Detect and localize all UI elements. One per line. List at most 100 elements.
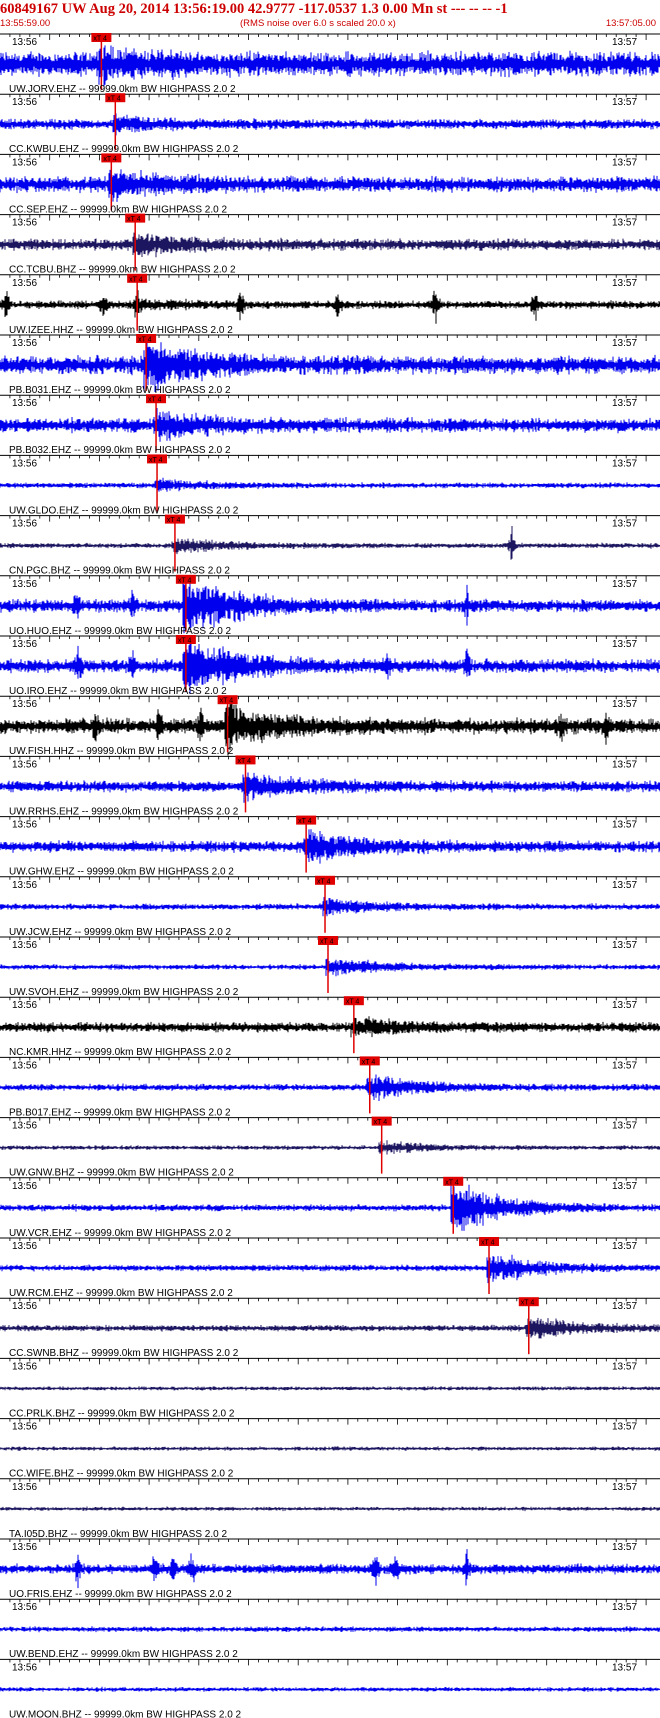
pick-label: xT 4: [129, 276, 143, 283]
waveform-trace: [0, 1317, 660, 1343]
pick-label: xT 4: [138, 337, 152, 344]
waveform-trace: [0, 477, 660, 493]
waveform-trace: [0, 1074, 660, 1101]
tick-label-left: 13:56: [12, 880, 37, 891]
time-ticks: [9, 214, 647, 221]
tick-label-left: 13:56: [12, 1602, 37, 1613]
station-label: CC.KWBU.EHZ -- 99999.0km BW HIGHPASS 2.0…: [9, 144, 239, 155]
time-ticks: [9, 636, 647, 642]
tick-label-left: 13:56: [12, 820, 37, 831]
tick-label-right: 13:57: [612, 1301, 637, 1312]
waveform-trace: [0, 1254, 660, 1284]
pick-marker: [127, 273, 148, 283]
station-label: UW.JORV.EHZ -- 99999.0km BW HIGHPASS 2.0…: [9, 84, 236, 95]
trace-panel: 13:56 13:57 xT 4 CN.PGC.BHZ -- 99999.0km BW…: [0, 514, 660, 577]
tick-label-right: 13:57: [612, 519, 637, 530]
tick-label-right: 13:57: [612, 639, 637, 650]
waveform-trace: [0, 408, 660, 442]
waveform-trace: [0, 772, 660, 803]
trace-panel: 13:56 13:57 xT 4 UW.JORV.EHZ -- 99999.0km B…: [0, 33, 660, 95]
tick-label-right: 13:57: [612, 458, 637, 469]
time-ticks: [9, 154, 647, 161]
pick-label: xT 4: [481, 1240, 495, 1247]
tick-label-left: 13:56: [12, 1241, 37, 1252]
tick-label-left: 13:56: [12, 338, 37, 349]
time-ticks: [9, 876, 647, 883]
pick-label: xT 4: [107, 96, 121, 103]
tick-label-right: 13:57: [612, 1422, 637, 1433]
tick-label-right: 13:57: [612, 278, 637, 289]
time-ticks: [9, 1177, 647, 1184]
tick-label-right: 13:57: [612, 759, 637, 770]
pick-marker: [164, 514, 185, 524]
pick-marker: [479, 1237, 500, 1246]
waveform-trace: [0, 1686, 660, 1692]
waveform-trace: [0, 1506, 660, 1512]
station-label: NC.KMR.HHZ -- 99999.0km BW HIGHPASS 2.0 …: [9, 1047, 232, 1058]
tick-label-right: 13:57: [612, 820, 637, 831]
chart-title: 60849167 UW Aug 20, 2014 13:56:19.00 42.…: [0, 1, 508, 17]
pick-marker: [175, 635, 196, 644]
trace-panel: 13:56 13:57 xT 4 PB.B017.EHZ -- 99999.0km B…: [0, 1056, 660, 1118]
time-ticks: [9, 1298, 647, 1305]
pick-label: xT 4: [320, 939, 334, 946]
waveform-trace: [0, 45, 660, 87]
trace-panel: 13:56 13:57 xT 4 PB.B031.EHZ -- 99999.0km B…: [0, 334, 660, 396]
pick-label: xT 4: [103, 156, 117, 163]
station-label: UW.MOON.BHZ -- 99999.0km BW HIGHPASS 2.0…: [9, 1709, 242, 1718]
pick-label: xT 4: [149, 457, 163, 464]
waveform-trace: [0, 827, 660, 864]
trace-panel: 13:56 13:57 xT 4 PB.B032.EHZ -- 99999.0km B…: [0, 394, 660, 456]
station-label: CC.SEP.EHZ -- 99999.0km BW HIGHPASS 2.0 …: [9, 204, 227, 215]
pick-label: xT 4: [220, 698, 234, 705]
pick-label: xT 4: [148, 397, 162, 404]
trace-panel: 13:56 13:57 xT 4 UW.GHW.EHZ -- 99999.0km BW…: [0, 815, 660, 878]
waveform-trace: [0, 1549, 660, 1589]
time-ticks: [9, 937, 647, 943]
station-label: CN.PGC.BHZ -- 99999.0km BW HIGHPASS 2.0 …: [9, 566, 230, 577]
tick-label-right: 13:57: [612, 1121, 637, 1132]
pick-marker: [101, 153, 122, 163]
waveform-trace: [0, 703, 660, 756]
waveform-trace: [0, 958, 660, 977]
station-label: UW.RCM.EHZ -- 99999.0km BW HIGHPASS 2.0 …: [9, 1288, 233, 1299]
trace-panel: 13:56 13:57 xT 4 UW.IZEE.HHZ -- 99999.0km B…: [0, 273, 660, 336]
pick-label: xT 4: [178, 638, 192, 645]
waveform-trace: [0, 526, 660, 560]
tick-label-left: 13:56: [12, 1121, 37, 1132]
station-label: UW.GHW.EHZ -- 99999.0km BW HIGHPASS 2.0 …: [9, 867, 234, 878]
waveform-trace: [0, 284, 660, 327]
tick-label-left: 13:56: [12, 1662, 37, 1673]
tick-label-right: 13:57: [612, 1241, 637, 1252]
pick-label: xT 4: [374, 1119, 388, 1126]
pick-marker: [235, 755, 256, 765]
time-ticks: [9, 997, 647, 1004]
time-ticks: [9, 1659, 647, 1666]
trace-panel: 13:56 13:57 xT 4 CC.TCBU.BHZ -- 99999.0km B…: [0, 213, 660, 276]
time-ticks: [9, 1117, 647, 1124]
trace-panel: 13:56 13:57 xT 4 UW.RCM.EHZ -- 99999.0km BW…: [0, 1237, 660, 1299]
waveform-trace: [0, 897, 660, 917]
waveform-trace: [0, 1140, 660, 1155]
pick-label: xT 4: [238, 758, 252, 765]
station-label: CC.PRLK.BHZ -- 99999.0km BW HIGHPASS 2.0…: [9, 1408, 235, 1419]
tick-label-right: 13:57: [612, 1662, 637, 1673]
tick-label-right: 13:57: [612, 1000, 637, 1011]
tick-label-right: 13:57: [612, 37, 637, 48]
tick-label-left: 13:56: [12, 37, 37, 48]
tick-label-left: 13:56: [12, 639, 37, 650]
tick-label-left: 13:56: [12, 218, 37, 229]
time-ticks: [9, 1539, 647, 1545]
tick-label-right: 13:57: [612, 1482, 637, 1493]
time-ticks: [9, 1057, 647, 1064]
tick-label-left: 13:56: [12, 579, 37, 590]
trace-panel: 13:56 13:57 xT 4 CC.SEP.EHZ -- 99999.0km BW…: [0, 153, 660, 215]
time-ticks: [9, 1418, 647, 1425]
tick-label-right: 13:57: [612, 699, 637, 710]
tick-label-left: 13:56: [12, 1000, 37, 1011]
pick-marker: [147, 454, 168, 464]
pick-label: xT 4: [167, 517, 181, 524]
pick-label: xT 4: [93, 36, 107, 43]
waveform-trace: [0, 1179, 660, 1231]
waveform-trace: [0, 578, 660, 634]
